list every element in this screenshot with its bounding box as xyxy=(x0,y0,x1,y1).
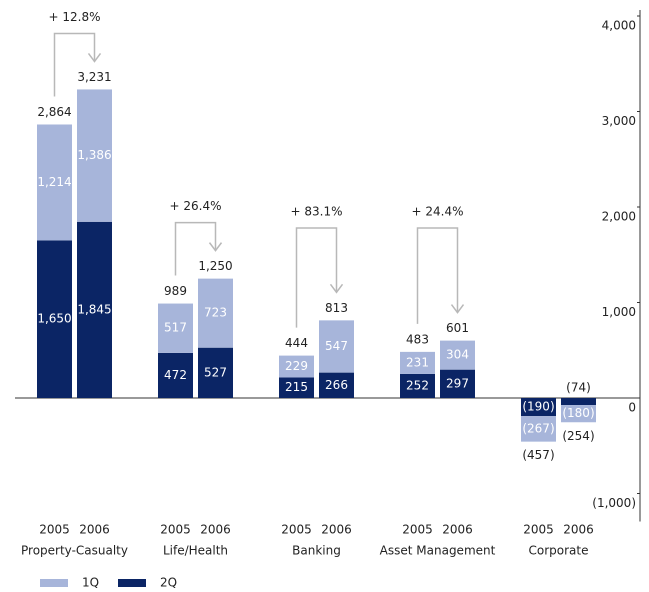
group-label: Property-Casualty xyxy=(21,544,128,558)
value-label: 547 xyxy=(325,339,348,353)
value-label: 527 xyxy=(204,365,227,379)
group-label: Asset Management xyxy=(380,544,496,558)
value-label: (74) xyxy=(566,381,591,395)
value-label: 1,214 xyxy=(37,175,71,189)
group-label: Banking xyxy=(292,544,341,558)
y-tick-label: 0 xyxy=(628,401,636,415)
x-tick-label: 2006 xyxy=(200,523,231,537)
total-label: (254) xyxy=(562,429,594,443)
value-label: 229 xyxy=(285,359,308,373)
total-label: 813 xyxy=(325,301,348,315)
bar-segment xyxy=(319,320,354,373)
value-label: 1,845 xyxy=(77,302,111,316)
total-label: 989 xyxy=(164,284,187,298)
x-tick-label: 2006 xyxy=(563,523,594,537)
value-label: 297 xyxy=(446,376,469,390)
value-label: 517 xyxy=(164,321,187,335)
value-label: 723 xyxy=(204,306,227,320)
legend-label: 1Q xyxy=(82,576,99,590)
legend-swatch xyxy=(40,579,68,587)
bar-segment xyxy=(279,355,314,378)
arrow xyxy=(174,221,217,276)
value-label: 1,386 xyxy=(77,148,111,162)
bar-segment xyxy=(279,377,314,398)
bar-segment xyxy=(521,416,556,442)
arrow-head xyxy=(450,304,465,314)
bar-segment xyxy=(198,347,233,398)
group-label: Corporate xyxy=(529,544,589,558)
bar-segment xyxy=(198,278,233,348)
annotation: + 83.1% xyxy=(291,205,343,219)
annotation: + 24.4% xyxy=(412,205,464,219)
bar-segment xyxy=(37,124,72,241)
x-tick-label: 2005 xyxy=(523,523,554,537)
y-tick-label: (1,000) xyxy=(592,496,636,510)
total-label: 444 xyxy=(285,336,308,350)
x-tick-label: 2006 xyxy=(79,523,110,537)
value-label: 215 xyxy=(285,380,308,394)
arrow xyxy=(416,227,459,324)
value-label: (267) xyxy=(522,421,554,435)
value-label: 472 xyxy=(164,368,187,382)
bar-segment xyxy=(400,351,435,374)
x-tick-label: 2005 xyxy=(281,523,312,537)
y-tick-label: 4,000 xyxy=(602,19,636,33)
value-label: (190) xyxy=(522,400,554,414)
value-label: 252 xyxy=(406,378,429,392)
total-label: 3,231 xyxy=(77,70,111,84)
annotation: + 26.4% xyxy=(170,199,222,213)
total-label: 2,864 xyxy=(37,105,71,119)
y-tick-label: 2,000 xyxy=(602,210,636,224)
x-tick-label: 2006 xyxy=(321,523,352,537)
value-label: 1,650 xyxy=(37,312,71,326)
bar-segment xyxy=(561,398,596,406)
total-label: 1,250 xyxy=(198,259,232,273)
value-label: 231 xyxy=(406,355,429,369)
arrow xyxy=(53,32,96,97)
bar-segment xyxy=(440,340,475,370)
x-tick-label: 2006 xyxy=(442,523,473,537)
x-tick-label: 2005 xyxy=(39,523,70,537)
legend-swatch xyxy=(118,579,146,587)
bar-segment xyxy=(561,405,596,423)
x-tick-label: 2005 xyxy=(160,523,191,537)
legend-label: 2Q xyxy=(160,576,177,590)
bar-segment xyxy=(521,398,556,417)
bar-segment xyxy=(319,372,354,398)
total-label: (457) xyxy=(522,448,554,462)
bar-segment xyxy=(77,221,112,398)
x-tick-label: 2005 xyxy=(402,523,433,537)
value-label: 266 xyxy=(325,378,348,392)
total-label: 483 xyxy=(406,332,429,346)
value-label: (180) xyxy=(562,406,594,420)
bar-segment xyxy=(158,303,193,353)
arrow-head xyxy=(87,52,102,63)
value-label: 304 xyxy=(446,348,469,362)
arrow-head xyxy=(329,283,344,294)
group-label: Life/Health xyxy=(163,544,228,558)
bar-segment xyxy=(158,352,193,398)
total-label: 601 xyxy=(446,321,469,335)
bar-segment xyxy=(400,373,435,398)
bar-segment xyxy=(440,369,475,398)
y-tick-label: 3,000 xyxy=(602,114,636,128)
y-tick-label: 1,000 xyxy=(602,305,636,319)
arrow-head xyxy=(208,242,223,252)
bar-segment xyxy=(77,89,112,222)
bar-segment xyxy=(37,240,72,398)
annotation: + 12.8% xyxy=(49,10,101,24)
arrow xyxy=(295,227,338,328)
